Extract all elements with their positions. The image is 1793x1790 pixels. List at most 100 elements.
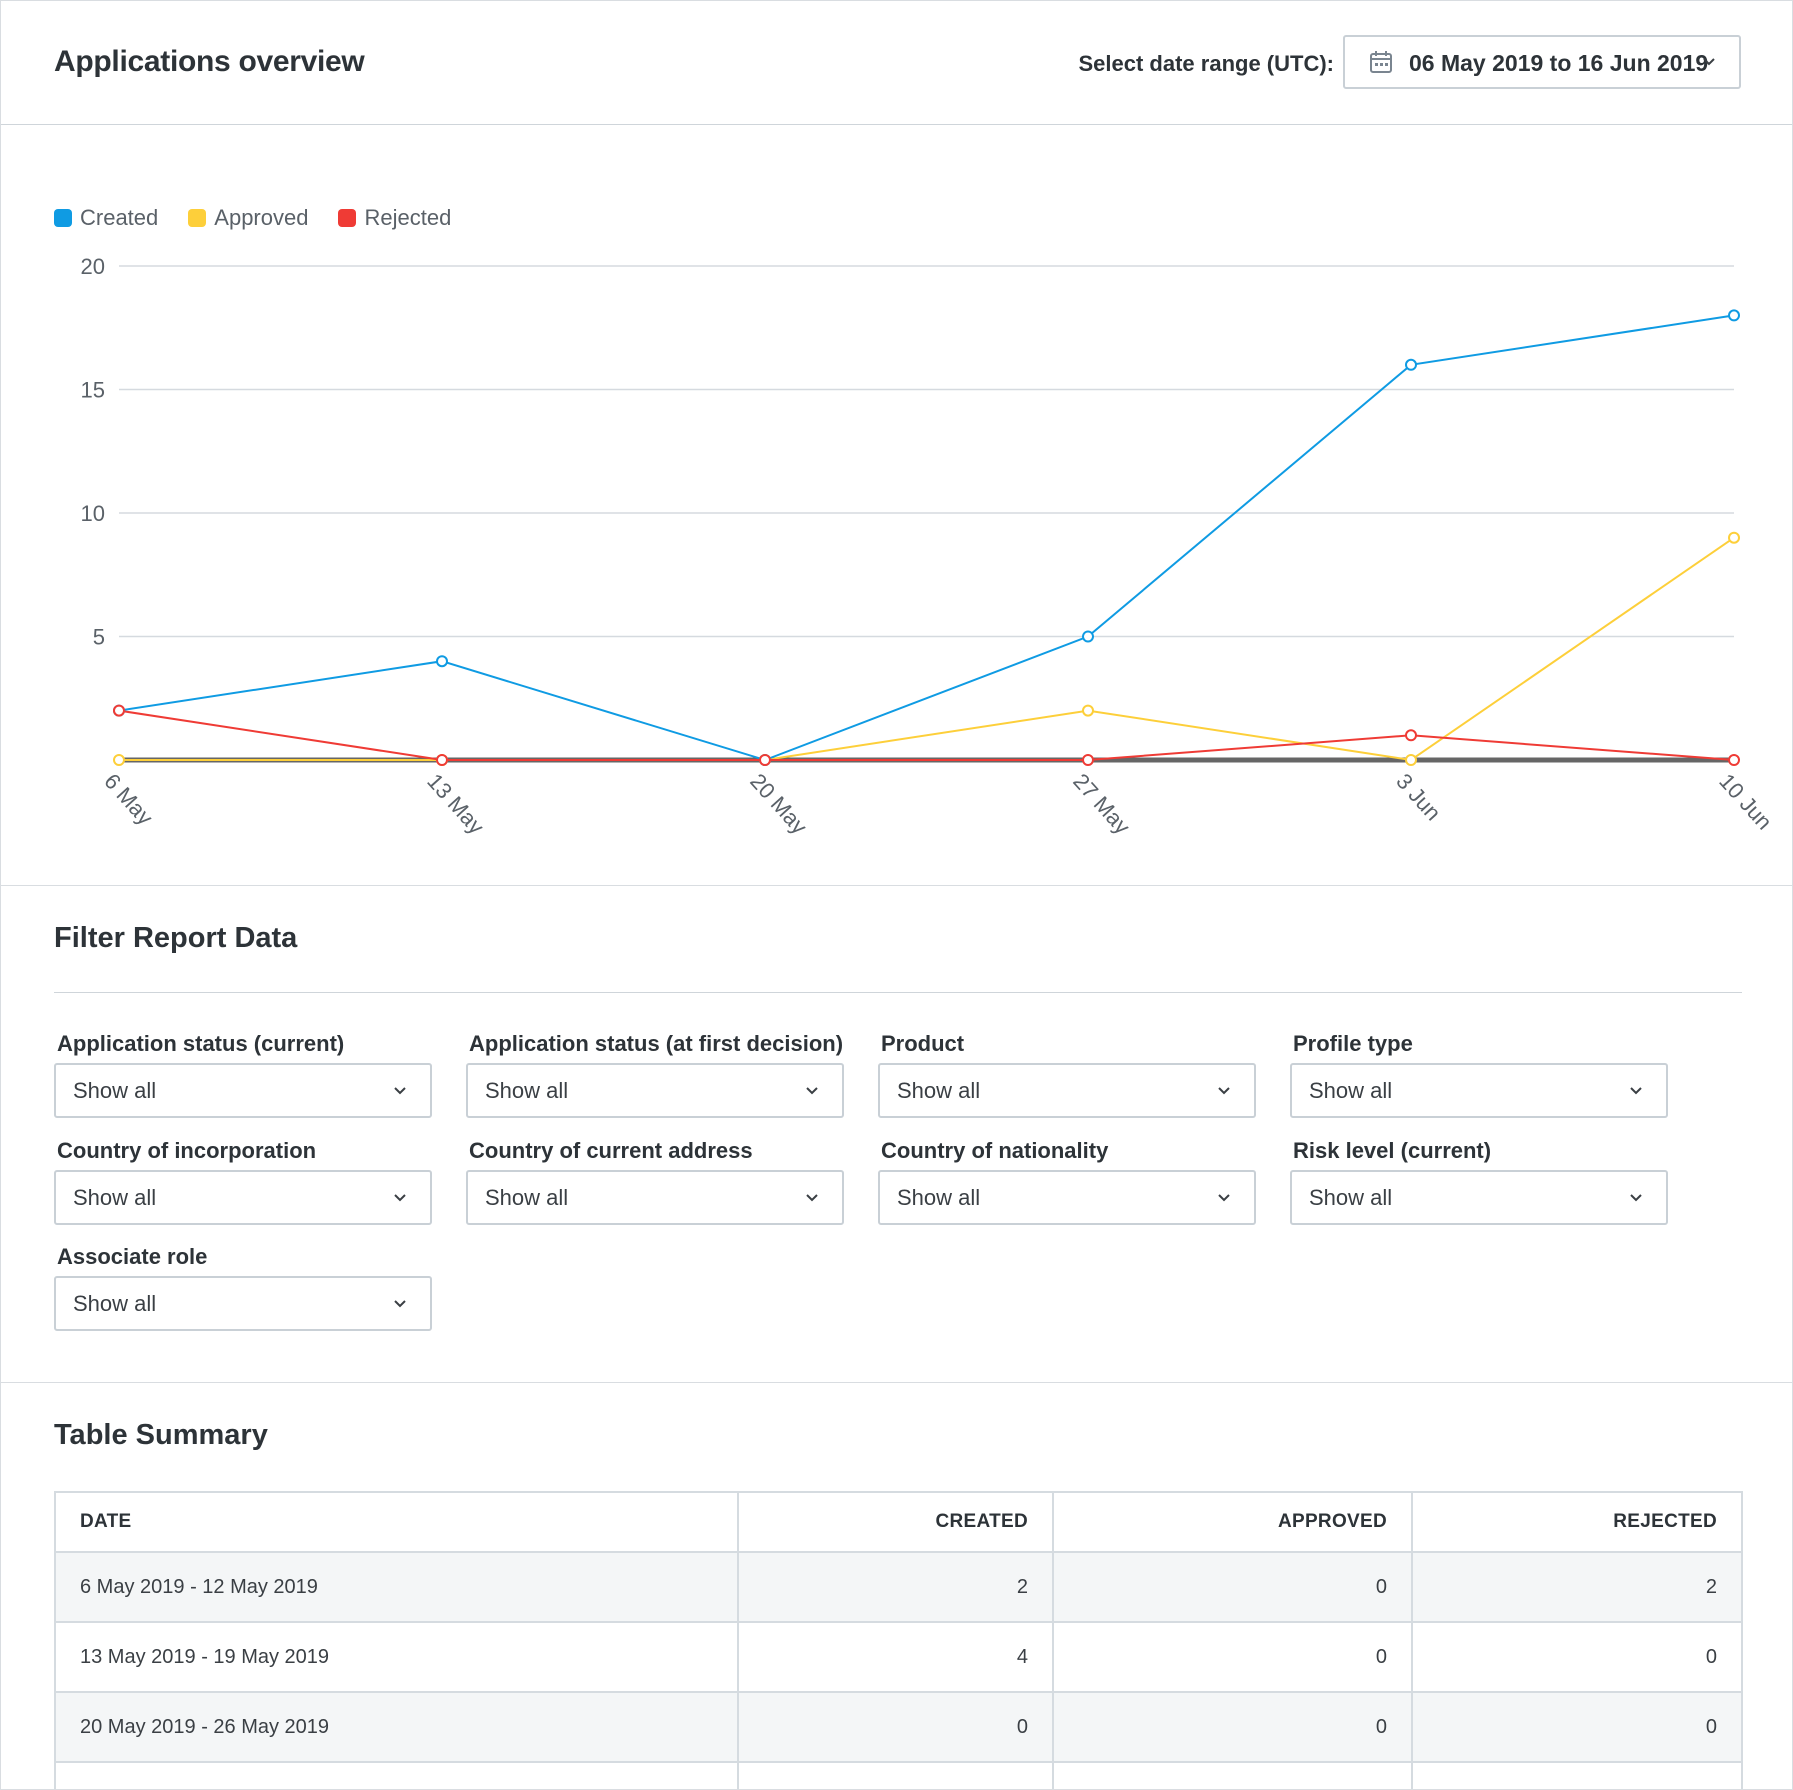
filter-country-of-nationality: Country of nationality Show all [878,1136,1258,1225]
x-tick-label: 27 May [1068,769,1135,839]
date-range-picker[interactable]: 06 May 2019 to 16 Jun 2019 [1343,35,1741,89]
chart-section: Created Approved Rejected 5 10 15 20 6 May 13… [1,125,1792,886]
cell-created: 0 [737,1691,1054,1763]
x-tick-label: 6 May [99,769,158,830]
filter-label: Application status (at first decision) [469,1031,844,1056]
cell-rejected: 0 [1411,1691,1743,1763]
column-header-rejected[interactable]: REJECTED [1411,1491,1743,1553]
filter-label: Country of current address [469,1138,753,1163]
header: Applications overview Select date range … [1,1,1792,125]
select-value: Show all [73,1078,157,1103]
select-value: Show all [73,1291,157,1316]
select-value: Show all [1309,1078,1393,1103]
data-point-rejected [1728,754,1740,766]
select-value: Show all [485,1185,569,1210]
cell-approved: 0 [1052,1551,1413,1623]
data-point-approved [1405,754,1417,766]
data-point-rejected [1082,754,1094,766]
application-status-current-select[interactable]: Show all [54,1063,432,1118]
data-point-rejected [436,754,448,766]
legend-item-approved[interactable]: Approved [188,205,308,231]
legend-label-rejected: Rejected [364,205,452,230]
x-tick-label: 13 May [422,769,489,839]
data-point-created [436,655,448,668]
cell-created: 2 [737,1551,1054,1623]
product-select[interactable]: Show all [878,1063,1256,1118]
cell-rejected [1411,1761,1743,1789]
y-tick-label: 20 [81,254,105,279]
data-point-approved [1082,704,1094,717]
data-point-rejected [1405,729,1417,742]
filter-application-status-current: Application status (current) Show all [54,1029,434,1118]
legend-item-rejected[interactable]: Rejected [338,205,451,231]
select-value: Show all [1309,1185,1393,1210]
x-tick-label: 3 Jun [1391,769,1446,826]
series-line-rejected [118,709,1735,761]
y-tick-label: 10 [81,501,105,526]
data-point-approved [113,754,125,766]
series-line-approved [119,536,1735,762]
data-point-rejected [759,754,771,766]
data-point-approved [1728,531,1740,544]
legend-label-created: Created [80,205,159,230]
chevron-down-icon [1630,1087,1642,1095]
chevron-down-icon [806,1194,818,1202]
profile-type-select[interactable]: Show all [1290,1063,1668,1118]
x-tick-label: 10 Jun [1714,769,1777,835]
date-range-label: Select date range (UTC): [1078,51,1335,76]
table-row: 13 May 2019 - 19 May 2019 4 0 0 [54,1621,1743,1693]
data-point-rejected [113,704,125,717]
date-range-value: 06 May 2019 to 16 Jun 2019 [1409,50,1709,76]
table-row: 20 May 2019 - 26 May 2019 0 0 0 [54,1691,1743,1763]
chart-legend: Created Approved Rejected [54,205,451,231]
country-of-current-address-select[interactable]: Show all [466,1170,844,1225]
filter-label: Country of nationality [881,1138,1109,1163]
table-header-row: DATE CREATED APPROVED REJECTED [54,1491,1743,1553]
filter-risk-level-current: Risk level (current) Show all [1290,1136,1670,1225]
data-point-created [1405,358,1417,371]
country-of-nationality-select[interactable]: Show all [878,1170,1256,1225]
associate-role-select[interactable]: Show all [54,1276,432,1331]
chevron-down-icon [394,1194,406,1202]
cell-approved: 0 [1052,1621,1413,1693]
y-tick-label: 5 [93,625,105,650]
cell-date [54,1761,739,1789]
filter-label: Profile type [1293,1031,1413,1056]
filter-label: Application status (current) [57,1031,345,1056]
series-line-created [118,314,1735,762]
y-tick-label: 15 [81,378,105,403]
chevron-down-icon [394,1300,406,1308]
application-status-first-decision-select[interactable]: Show all [466,1063,844,1118]
legend-swatch-approved [188,209,207,227]
column-header-date[interactable]: DATE [54,1491,739,1553]
cell-date: 6 May 2019 - 12 May 2019 [54,1551,739,1623]
divider [54,992,1742,993]
table-section-title: Table Summary [54,1419,268,1451]
cell-approved [1052,1761,1413,1789]
legend-swatch-created [54,209,72,227]
column-header-approved[interactable]: APPROVED [1052,1491,1413,1553]
cell-date: 20 May 2019 - 26 May 2019 [54,1691,739,1763]
line-chart: 5 10 15 20 6 May 13 May 20 May 27 May 3 Jun 10 Ju… [81,254,1778,839]
filter-section: Filter Report Data Application status (c… [1,886,1792,1383]
select-value: Show all [897,1185,981,1210]
country-of-incorporation-select[interactable]: Show all [54,1170,432,1225]
filter-country-of-incorporation: Country of incorporation Show all [54,1136,434,1225]
data-point-created [1082,630,1094,643]
select-value: Show all [485,1078,569,1103]
filter-label: Associate role [57,1244,208,1269]
calendar-icon [1370,51,1392,73]
filter-country-of-current-address: Country of current address Show all [466,1136,846,1225]
cell-created [737,1761,1054,1789]
chevron-down-icon [1703,58,1715,66]
filter-label: Country of incorporation [57,1138,317,1163]
legend-item-created[interactable]: Created [54,205,158,231]
filter-label: Product [881,1031,965,1056]
table-section: Table Summary DATE CREATED APPROVED REJE… [1,1383,1792,1789]
column-header-created[interactable]: CREATED [737,1491,1054,1553]
x-tick-label: 20 May [745,769,812,839]
legend-label-approved: Approved [214,205,309,230]
risk-level-current-select[interactable]: Show all [1290,1170,1668,1225]
chevron-down-icon [1630,1194,1642,1202]
